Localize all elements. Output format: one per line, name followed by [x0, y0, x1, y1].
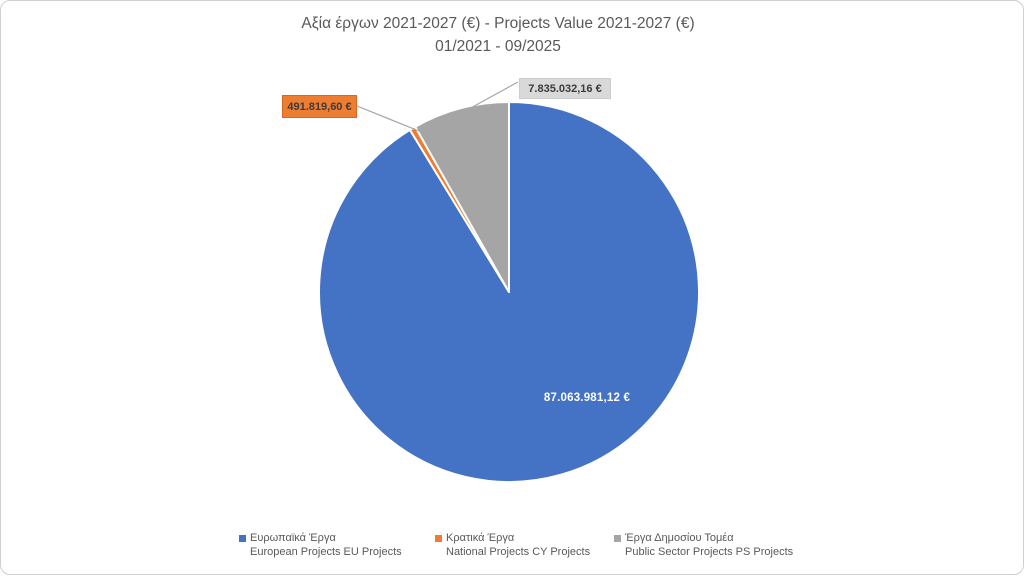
- legend-swatch-gray-icon: [614, 535, 621, 543]
- legend-label-el: Ευρωπαϊκά Έργα: [250, 532, 336, 544]
- legend-label-en: Public Sector Projects PS Projects: [625, 545, 794, 558]
- legend-swatch-orange-icon: [435, 535, 442, 543]
- legend-item-european-projects: Ευρωπαϊκά Έργα European Projects EU Proj…: [239, 532, 402, 559]
- chart-title-line2: 01/2021 - 09/2025: [435, 38, 561, 55]
- leader-line-national-projects: [356, 105, 420, 132]
- pie-slices: [318, 101, 701, 483]
- chart-title: Αξία έργων 2021-2027 (€) - Projects Valu…: [1, 12, 995, 58]
- chart-title-line1: Αξία έργων 2021-2027 (€) - Projects Valu…: [301, 15, 695, 32]
- data-label-callout-national-projects: 491.819,60 €: [282, 95, 357, 118]
- legend-item-national-projects: Κρατικά Έργα National Projects CY Projec…: [435, 532, 590, 559]
- data-label-callout-public-sector: 7.835.032,16 €: [519, 78, 611, 99]
- leader-line-public-sector: [466, 81, 519, 111]
- legend-swatch-blue-icon: [239, 535, 246, 543]
- legend-label-en: National Projects CY Projects: [446, 545, 591, 558]
- data-label-european-projects: 87.063.981,12 €: [543, 392, 631, 404]
- legend-item-public-sector: Έργα Δημοσίου Τομέα Public Sector Projec…: [614, 532, 793, 559]
- legend-label-en: European Projects EU Projects: [250, 545, 402, 558]
- legend: Ευρωπαϊκά Έργα European Projects EU Proj…: [1, 532, 1024, 562]
- pie-slice-public-sector-projects: [414, 101, 510, 293]
- legend-label-el: Κρατικά Έργα: [446, 532, 515, 544]
- legend-label-el: Έργα Δημοσίου Τομέα: [625, 532, 734, 544]
